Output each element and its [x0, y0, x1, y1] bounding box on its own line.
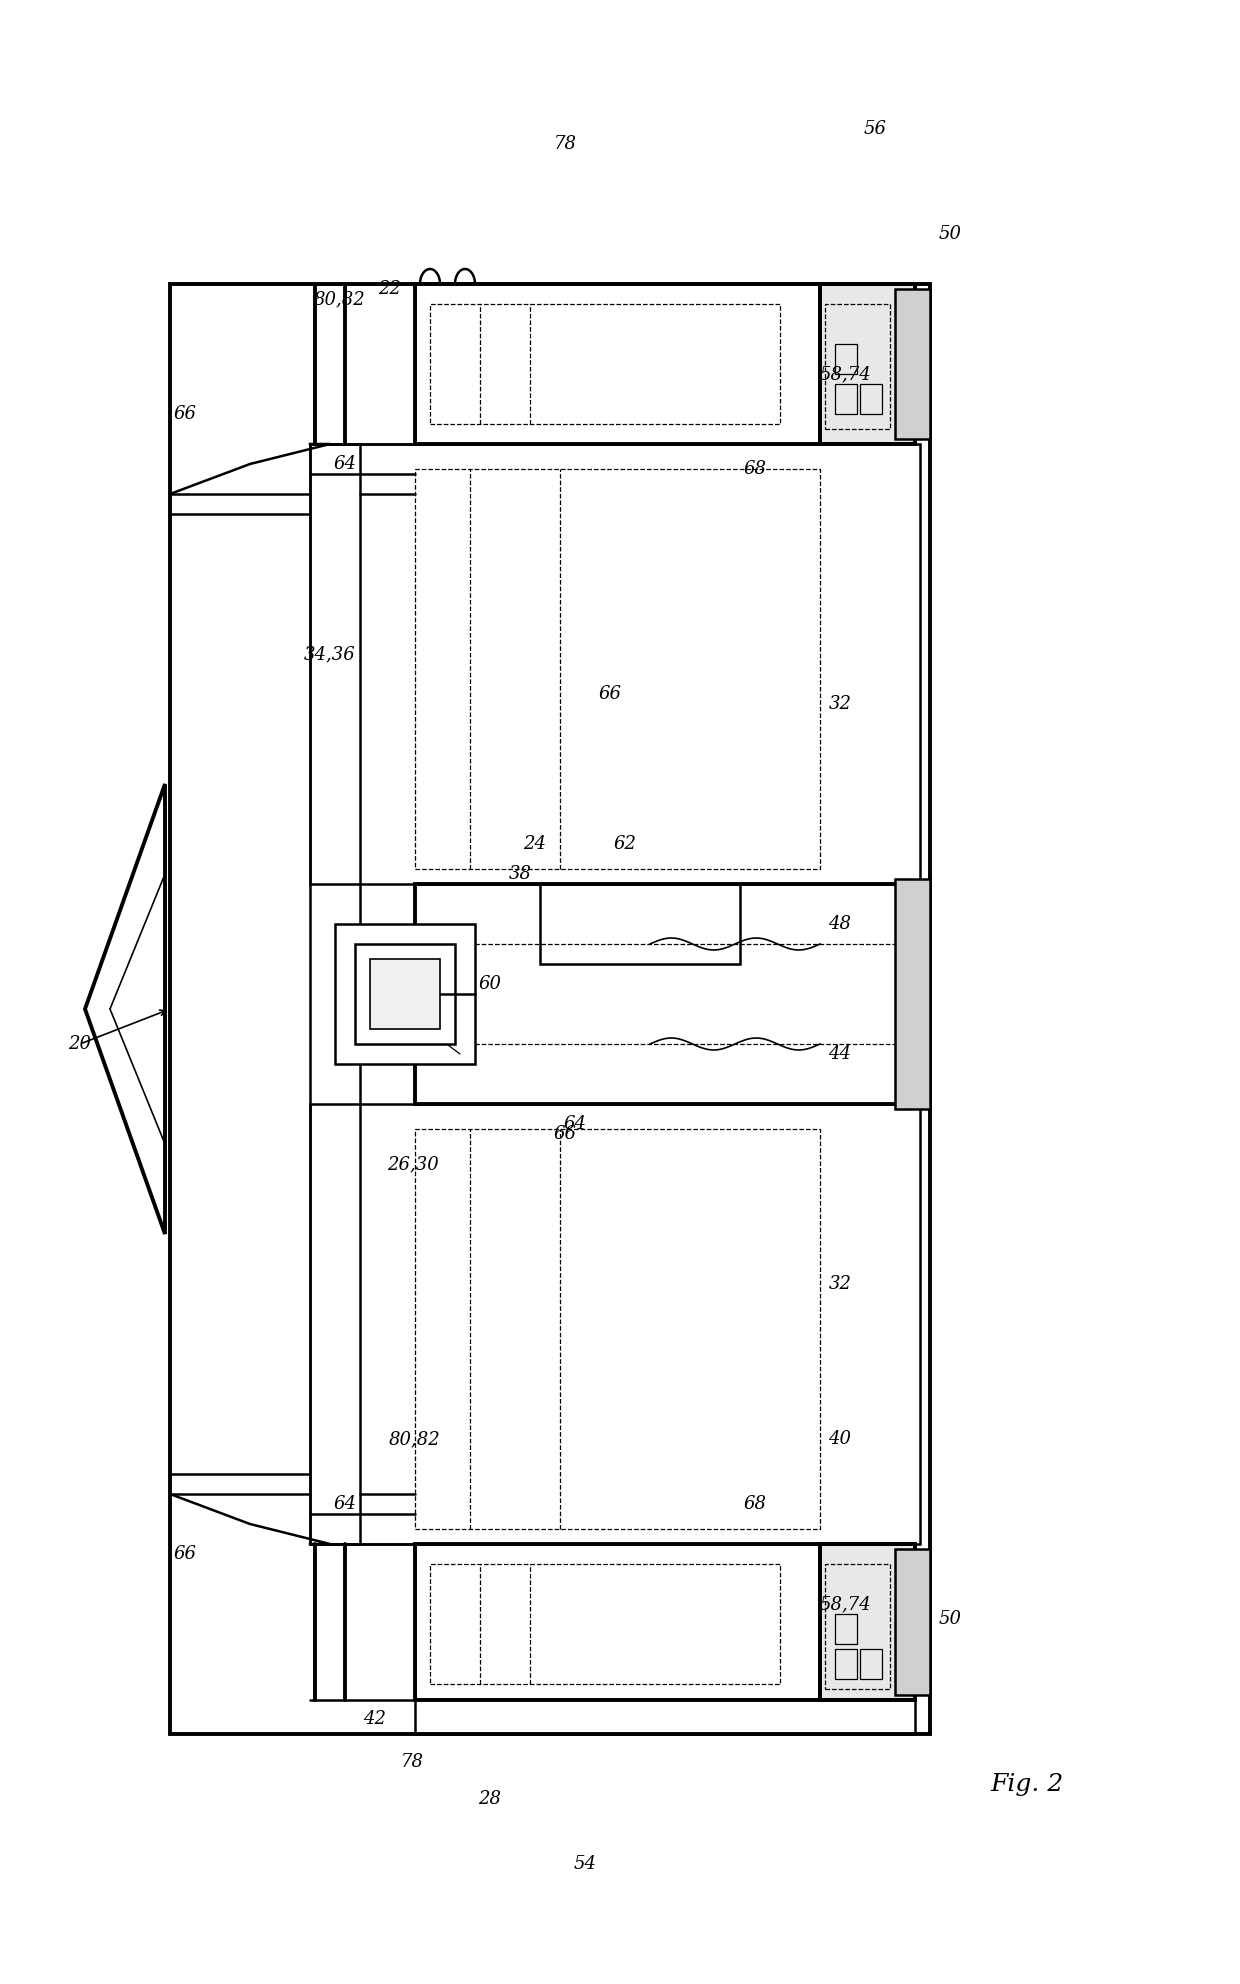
- Text: 66: 66: [174, 405, 196, 423]
- Text: 22: 22: [378, 280, 402, 298]
- Text: 26,30: 26,30: [387, 1155, 439, 1173]
- Bar: [895, 879, 930, 1109]
- Bar: [820, 284, 915, 444]
- Text: 80,82: 80,82: [389, 1430, 441, 1448]
- Text: 40: 40: [828, 1430, 852, 1448]
- Bar: [355, 944, 455, 1044]
- Text: 24: 24: [523, 835, 547, 853]
- Bar: [430, 304, 780, 425]
- Text: 34,36: 34,36: [304, 645, 356, 663]
- Bar: [895, 290, 930, 438]
- Polygon shape: [86, 784, 165, 1234]
- Text: 48: 48: [828, 915, 852, 932]
- Text: 28: 28: [479, 1790, 501, 1807]
- Text: 58,74: 58,74: [820, 365, 870, 383]
- Text: 20: 20: [68, 1036, 92, 1054]
- Bar: [310, 444, 920, 885]
- Text: 54: 54: [573, 1855, 596, 1873]
- Bar: [310, 1103, 920, 1544]
- Text: 58,74: 58,74: [820, 1595, 870, 1613]
- Bar: [835, 1615, 857, 1645]
- Bar: [415, 1129, 820, 1530]
- Text: 78: 78: [553, 135, 577, 153]
- Bar: [430, 1563, 780, 1684]
- Bar: [825, 304, 890, 429]
- Bar: [895, 1550, 930, 1694]
- Text: 56: 56: [863, 119, 887, 139]
- Text: 42: 42: [363, 1710, 387, 1728]
- Text: 68: 68: [744, 1496, 766, 1514]
- Bar: [335, 925, 475, 1063]
- Bar: [861, 385, 882, 415]
- Text: 62: 62: [614, 835, 636, 853]
- Bar: [820, 1544, 915, 1700]
- Text: 50: 50: [939, 224, 961, 242]
- Bar: [835, 343, 857, 375]
- Text: 44: 44: [828, 1046, 852, 1063]
- Text: 64: 64: [334, 1496, 357, 1514]
- Bar: [835, 385, 857, 415]
- Text: 38: 38: [508, 865, 532, 883]
- Bar: [170, 284, 930, 1734]
- Bar: [539, 885, 740, 964]
- Text: 80,82: 80,82: [314, 290, 366, 308]
- Text: 66: 66: [553, 1125, 577, 1143]
- Bar: [415, 468, 820, 869]
- Text: 66: 66: [599, 684, 621, 702]
- Text: 68: 68: [744, 460, 766, 478]
- Text: 50: 50: [939, 1609, 961, 1629]
- Text: 32: 32: [828, 1276, 852, 1294]
- Bar: [415, 284, 905, 444]
- Text: 66: 66: [174, 1546, 196, 1563]
- Text: 60: 60: [479, 974, 501, 994]
- Bar: [415, 1698, 915, 1734]
- Bar: [825, 1563, 890, 1688]
- Text: 64: 64: [563, 1115, 587, 1133]
- Bar: [835, 1649, 857, 1678]
- Bar: [820, 1544, 915, 1700]
- Text: 32: 32: [828, 694, 852, 712]
- Text: 64: 64: [334, 454, 357, 472]
- Text: 78: 78: [401, 1754, 424, 1772]
- Bar: [861, 1649, 882, 1678]
- Bar: [820, 284, 915, 444]
- Bar: [415, 1544, 905, 1700]
- Bar: [370, 958, 440, 1030]
- Text: Fig. 2: Fig. 2: [990, 1772, 1063, 1796]
- Bar: [415, 885, 905, 1103]
